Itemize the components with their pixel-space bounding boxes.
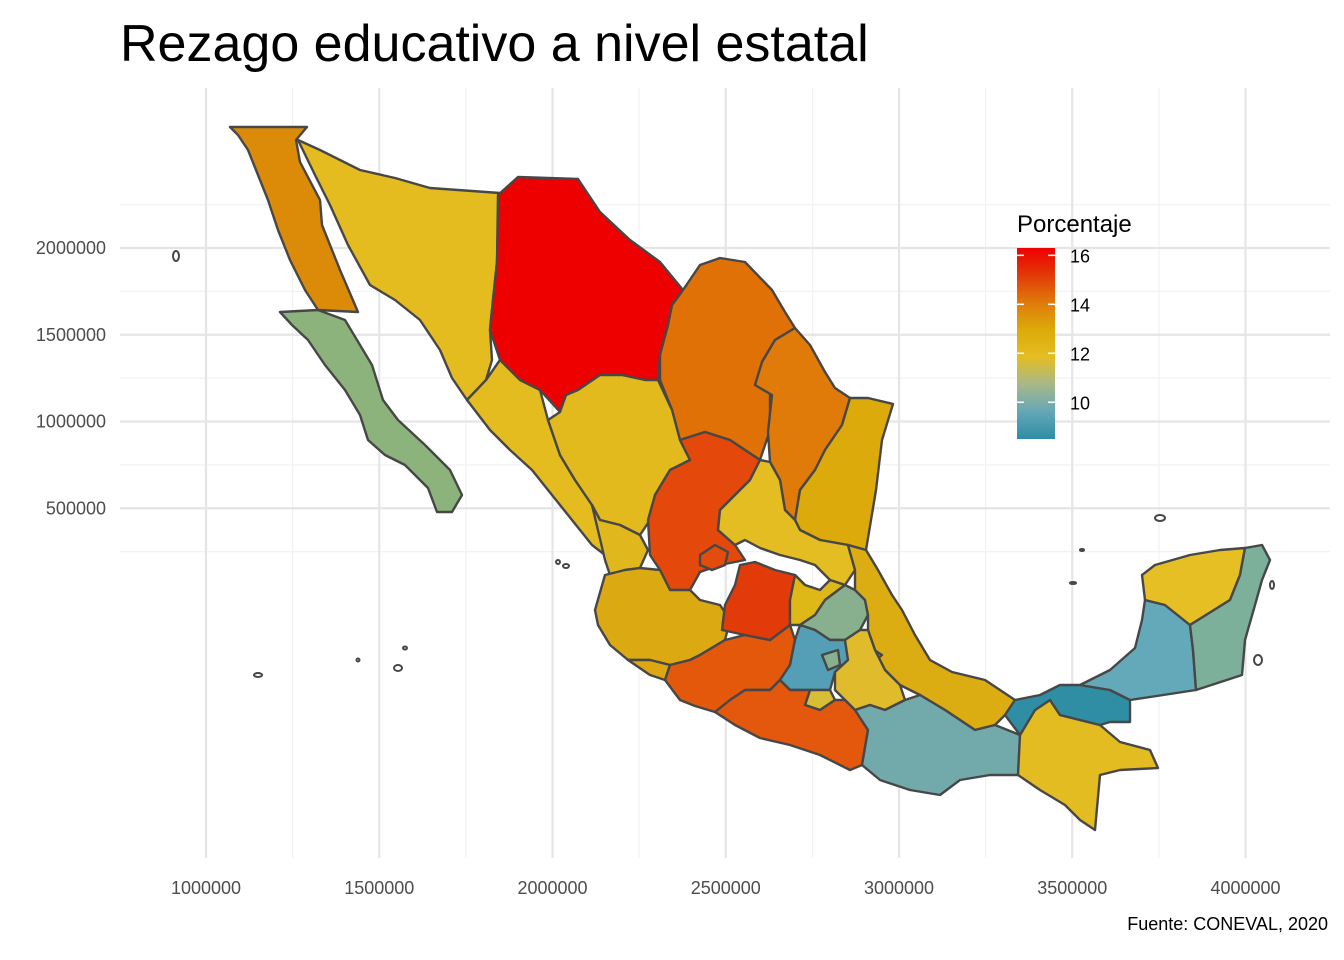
state-san-luis-potosi[interactable]: San Luis Potosí: 12.9 bbox=[716, 458, 857, 587]
island bbox=[1154, 514, 1166, 522]
x-tick-label: 3500000 bbox=[1037, 878, 1107, 898]
x-tick-label: 4000000 bbox=[1210, 878, 1280, 898]
x-tick-label: 2000000 bbox=[517, 878, 587, 898]
state-colima[interactable]: Colima: 13.6 bbox=[626, 658, 672, 682]
x-tick-label: 1500000 bbox=[344, 878, 414, 898]
x-tick-label: 2500000 bbox=[691, 878, 761, 898]
state-nayarit[interactable]: Nayarit: 13.2 bbox=[590, 503, 650, 577]
legend-break-label: 10 bbox=[1070, 393, 1090, 413]
state-quintana-roo[interactable]: Quintana Roo: 11.2 bbox=[1188, 543, 1272, 692]
island bbox=[355, 657, 361, 663]
legend-title: Porcentaje bbox=[1017, 211, 1132, 238]
axis-labels: 1000000 1500000 2000000 2500000 3000000 35000… bbox=[36, 238, 1281, 898]
island bbox=[562, 563, 570, 569]
island bbox=[1079, 548, 1085, 552]
map-title: Rezago educativo a nivel estatal bbox=[120, 15, 869, 73]
x-tick-label: 3000000 bbox=[864, 878, 934, 898]
island bbox=[1269, 580, 1275, 590]
y-tick-label: 500000 bbox=[46, 498, 106, 518]
state-baja-california[interactable]: Baja California: 14.5 bbox=[228, 125, 360, 314]
state-sonora[interactable]: Sonora: 13 bbox=[296, 138, 502, 402]
state-guerrero[interactable]: Guerrero: 15.1 bbox=[713, 678, 870, 772]
legend-break-label: 12 bbox=[1070, 344, 1090, 364]
state-chihuahua[interactable]: Chihuahua: 16.3 bbox=[488, 175, 685, 414]
state-baja-california-sur[interactable]: Baja California Sur: 11.2 bbox=[278, 308, 464, 514]
island bbox=[393, 664, 403, 672]
state-oaxaca[interactable]: Oaxaca: 10.7 bbox=[853, 693, 1022, 797]
legend-colorbar bbox=[1017, 248, 1055, 439]
island bbox=[1069, 581, 1077, 585]
state-ciudad-de-mexico[interactable]: Ciudad de México: 11.4 bbox=[820, 648, 842, 672]
island bbox=[172, 250, 180, 262]
islands-layer bbox=[172, 250, 1275, 678]
x-tick-label: 1000000 bbox=[171, 878, 241, 898]
y-tick-label: 1000000 bbox=[36, 412, 106, 432]
legend-break-label: 14 bbox=[1070, 295, 1090, 315]
legend-break-label: 16 bbox=[1070, 246, 1090, 266]
map-caption: Fuente: CONEVAL, 2020 bbox=[1127, 914, 1328, 934]
y-tick-label: 2000000 bbox=[36, 238, 106, 258]
state-aguascalientes[interactable]: Aguascalientes: 15.4 bbox=[698, 543, 730, 572]
y-tick-label: 1500000 bbox=[36, 325, 106, 345]
legend: Porcentaje 16 14 12 10 bbox=[1017, 211, 1132, 439]
island bbox=[402, 645, 408, 651]
states-layer: Baja California: 14.5Baja California Sur… bbox=[228, 125, 1272, 832]
state-tabasco[interactable]: Tabasco: 9.1 bbox=[1003, 683, 1132, 737]
island bbox=[1253, 654, 1263, 666]
island bbox=[555, 559, 561, 565]
island bbox=[253, 672, 263, 678]
